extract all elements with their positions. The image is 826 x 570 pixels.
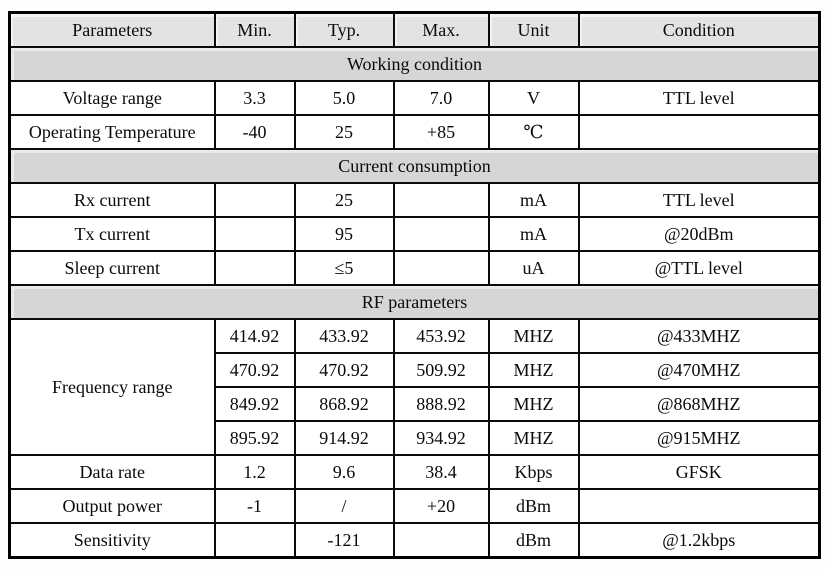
cell-parameter: Data rate <box>8 454 216 490</box>
cell-typ: 868.92 <box>293 386 395 422</box>
cell-condition: @915MHZ <box>577 420 821 456</box>
cell-max: +85 <box>392 114 490 150</box>
table-row: Voltage range 3.3 5.0 7.0 V TTL level <box>8 80 821 116</box>
section-title-rf-parameters: RF parameters <box>8 284 821 320</box>
spec-table: Parameters Min. Typ. Max. Unit Condition… <box>8 11 821 559</box>
cell-typ: -121 <box>293 522 395 559</box>
section-header-row: RF parameters <box>8 284 821 320</box>
cell-parameter: Voltage range <box>8 80 216 116</box>
cell-typ: 25 <box>293 114 395 150</box>
cell-condition: @20dBm <box>577 216 821 252</box>
table-row: 849.92 868.92 888.92 MHZ @868MHZ <box>10 386 821 422</box>
cell-max: 888.92 <box>392 386 490 422</box>
col-header-min: Min. <box>213 11 296 48</box>
table-row: Frequency range 414.92 433.92 453.92 MHZ… <box>8 318 821 456</box>
cell-unit: V <box>487 80 580 116</box>
cell-max: 453.92 <box>392 318 490 354</box>
cell-min <box>213 522 296 559</box>
cell-typ: 95 <box>293 216 395 252</box>
cell-max: +20 <box>392 488 490 524</box>
section-title-current-consumption: Current consumption <box>8 148 821 184</box>
cell-condition: @868MHZ <box>577 386 821 422</box>
cell-condition: @TTL level <box>577 250 821 286</box>
cell-unit: mA <box>487 216 580 252</box>
cell-max <box>392 182 490 218</box>
cell-max: 934.92 <box>392 420 490 456</box>
cell-min <box>213 250 296 286</box>
cell-unit: Kbps <box>487 454 580 490</box>
cell-unit: MHZ <box>487 420 580 456</box>
table-row: 895.92 914.92 934.92 MHZ @915MHZ <box>10 420 821 456</box>
cell-condition: @1.2kbps <box>577 522 821 559</box>
cell-max: 7.0 <box>392 80 490 116</box>
col-header-unit: Unit <box>487 11 580 48</box>
cell-min <box>213 216 296 252</box>
cell-typ: ≤5 <box>293 250 395 286</box>
cell-min: -40 <box>213 114 296 150</box>
cell-unit: MHZ <box>487 386 580 422</box>
cell-typ: 914.92 <box>293 420 395 456</box>
header-row: Parameters Min. Typ. Max. Unit Condition <box>8 11 821 48</box>
col-header-parameters: Parameters <box>8 11 216 48</box>
section-header-row: Working condition <box>8 46 821 82</box>
cell-max <box>392 522 490 559</box>
cell-parameter: Output power <box>8 488 216 524</box>
cell-min <box>213 182 296 218</box>
cell-condition <box>577 488 821 524</box>
cell-typ: 9.6 <box>293 454 395 490</box>
section-title-working-condition: Working condition <box>8 46 821 82</box>
cell-typ: 470.92 <box>293 352 395 388</box>
col-header-typ: Typ. <box>293 11 395 48</box>
cell-typ: 25 <box>293 182 395 218</box>
cell-unit: uA <box>487 250 580 286</box>
cell-typ: 433.92 <box>293 318 395 354</box>
cell-typ: / <box>293 488 395 524</box>
cell-min: 3.3 <box>213 80 296 116</box>
cell-min: -1 <box>213 488 296 524</box>
col-header-condition: Condition <box>577 11 821 48</box>
table-row: Sensitivity -121 dBm @1.2kbps <box>8 522 821 559</box>
cell-condition: @470MHZ <box>577 352 821 388</box>
cell-condition: @433MHZ <box>577 318 821 354</box>
cell-condition <box>577 114 821 150</box>
table-row: Operating Temperature -40 25 +85 ℃ <box>8 114 821 150</box>
cell-typ: 5.0 <box>293 80 395 116</box>
cell-max: 509.92 <box>392 352 490 388</box>
col-header-max: Max. <box>392 11 490 48</box>
cell-unit: dBm <box>487 522 580 559</box>
table-row: Rx current 25 mA TTL level <box>8 182 821 218</box>
cell-parameter: Operating Temperature <box>8 114 216 150</box>
cell-unit: MHZ <box>487 352 580 388</box>
cell-min: 895.92 <box>213 420 296 456</box>
cell-parameter: Rx current <box>8 182 216 218</box>
cell-min: 470.92 <box>213 352 296 388</box>
cell-condition: TTL level <box>577 182 821 218</box>
cell-unit: MHZ <box>487 318 580 354</box>
table-row: 470.92 470.92 509.92 MHZ @470MHZ <box>10 352 821 388</box>
cell-unit: mA <box>487 182 580 218</box>
cell-min: 1.2 <box>213 454 296 490</box>
section-header-row: Current consumption <box>8 148 821 184</box>
table-row: Data rate 1.2 9.6 38.4 Kbps GFSK <box>8 454 821 490</box>
cell-parameter: Sensitivity <box>8 522 216 559</box>
cell-min: 414.92 <box>213 318 296 354</box>
cell-condition: TTL level <box>577 80 821 116</box>
table-row: Tx current 95 mA @20dBm <box>8 216 821 252</box>
cell-unit: ℃ <box>487 114 580 150</box>
cell-parameter: Sleep current <box>8 250 216 286</box>
cell-parameter: Tx current <box>8 216 216 252</box>
cell-max <box>392 216 490 252</box>
cell-unit: dBm <box>487 488 580 524</box>
table-row: Sleep current ≤5 uA @TTL level <box>8 250 821 286</box>
cell-min: 849.92 <box>213 386 296 422</box>
cell-parameter-frequency-range: Frequency range <box>8 318 216 456</box>
cell-max: 38.4 <box>392 454 490 490</box>
cell-max <box>392 250 490 286</box>
cell-condition: GFSK <box>577 454 821 490</box>
table-row: Output power -1 / +20 dBm <box>8 488 821 524</box>
